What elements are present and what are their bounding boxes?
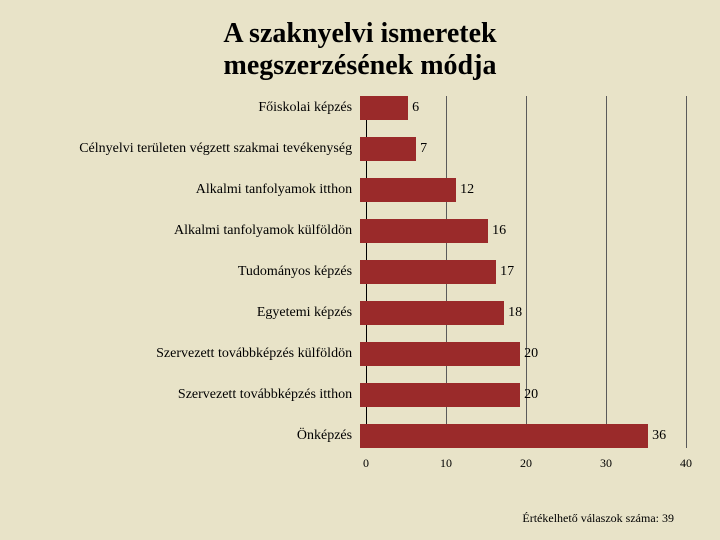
page: A szaknyelvi ismeretek megszerzésének mó… (0, 0, 720, 540)
category-label: Célnyelvi területen végzett szakmai tevé… (46, 141, 360, 157)
bar: 16 (360, 219, 488, 243)
x-tick-label: 0 (363, 456, 369, 471)
category-label: Szervezett továbbképzés külföldön (46, 346, 360, 362)
bar-value-label: 20 (520, 387, 538, 403)
x-tick-label: 20 (520, 456, 532, 471)
bar-chart: Főiskolai képzés6Célnyelvi területen vég… (46, 96, 674, 476)
footer-note: Értékelhető válaszok száma: 39 (522, 511, 674, 526)
bar: 6 (360, 96, 408, 120)
bar-value-label: 6 (408, 100, 419, 116)
x-tick-label: 30 (600, 456, 612, 471)
category-label: Egyetemi képzés (46, 305, 360, 321)
title-line-2: megszerzésének módja (224, 50, 497, 81)
category-label: Önképzés (46, 428, 360, 444)
category-label: Alkalmi tanfolyamok külföldön (46, 223, 360, 239)
bar-row: Célnyelvi területen végzett szakmai tevé… (46, 137, 674, 161)
bar: 7 (360, 137, 416, 161)
bar: 12 (360, 178, 456, 202)
bar-cell: 20 (360, 342, 674, 366)
x-tick-label: 10 (440, 456, 452, 471)
bar-cell: 7 (360, 137, 674, 161)
category-label: Tudományos képzés (46, 264, 360, 280)
bar-row: Tudományos képzés17 (46, 260, 674, 284)
bar-row: Önképzés36 (46, 424, 674, 448)
bar-value-label: 18 (504, 305, 522, 321)
bar-row: Főiskolai képzés6 (46, 96, 674, 120)
chart-container: Főiskolai képzés6Célnyelvi területen vég… (46, 96, 674, 476)
category-label: Főiskolai képzés (46, 100, 360, 116)
bar: 17 (360, 260, 496, 284)
bar-value-label: 16 (488, 223, 506, 239)
bar-value-label: 17 (496, 264, 514, 280)
bar-cell: 20 (360, 383, 674, 407)
bar-cell: 36 (360, 424, 674, 448)
category-label: Szervezett továbbképzés itthon (46, 387, 360, 403)
x-tick-label: 40 (680, 456, 692, 471)
bar: 18 (360, 301, 504, 325)
bar-value-label: 36 (648, 428, 666, 444)
bar: 20 (360, 342, 520, 366)
bar: 20 (360, 383, 520, 407)
chart-title: A szaknyelvi ismeretek megszerzésének mó… (28, 18, 692, 82)
bar-value-label: 7 (416, 141, 427, 157)
title-line-1: A szaknyelvi ismeretek (223, 18, 496, 49)
bar-row: Alkalmi tanfolyamok itthon12 (46, 178, 674, 202)
bar-value-label: 20 (520, 346, 538, 362)
bar-cell: 16 (360, 219, 674, 243)
bar-value-label: 12 (456, 182, 474, 198)
bar-cell: 18 (360, 301, 674, 325)
category-label: Alkalmi tanfolyamok itthon (46, 182, 360, 198)
bar-row: Egyetemi képzés18 (46, 301, 674, 325)
gridline (686, 96, 687, 448)
bar-cell: 17 (360, 260, 674, 284)
bar-row: Szervezett továbbképzés külföldön20 (46, 342, 674, 366)
bar-row: Szervezett továbbképzés itthon20 (46, 383, 674, 407)
bar: 36 (360, 424, 648, 448)
bar-cell: 12 (360, 178, 674, 202)
bar-row: Alkalmi tanfolyamok külföldön16 (46, 219, 674, 243)
bar-cell: 6 (360, 96, 674, 120)
